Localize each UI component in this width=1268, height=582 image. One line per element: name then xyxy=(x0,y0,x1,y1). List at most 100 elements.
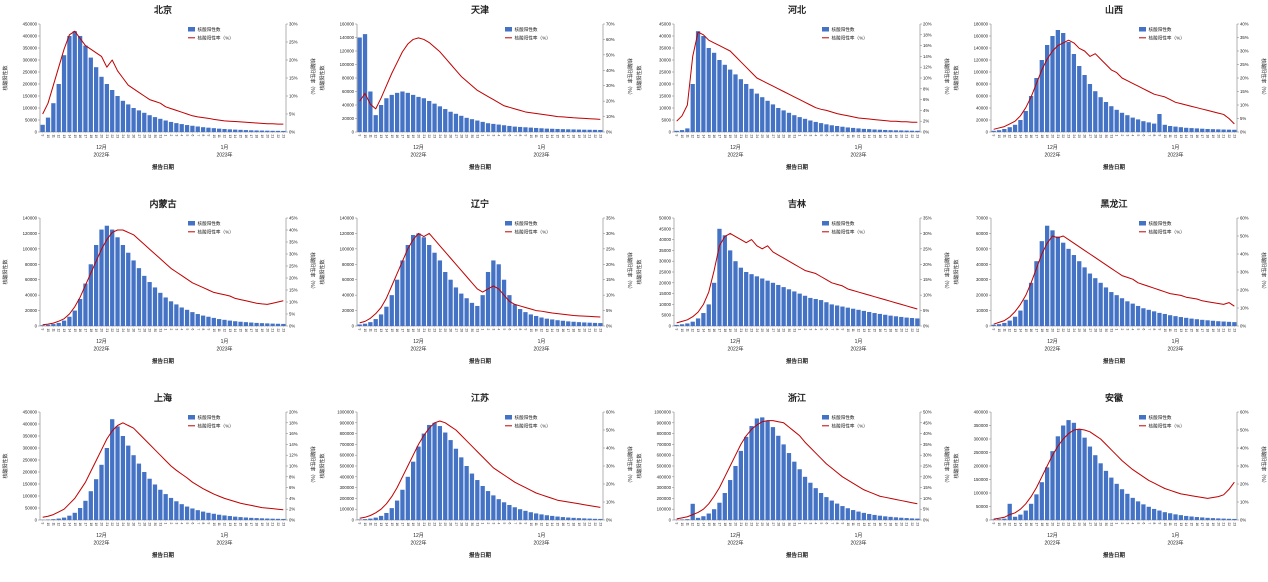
x-tick-label: 5 xyxy=(502,523,506,525)
x-tick-label: 15 xyxy=(707,329,711,333)
x-tick-label: 9 xyxy=(1157,523,1161,525)
x-tick-label: 9 xyxy=(358,135,362,137)
x-tick-label: 9 xyxy=(41,329,45,331)
left-tick-label: 60000 xyxy=(976,231,989,236)
x-tick-label: 16 xyxy=(712,135,716,139)
x-tick-label: 13 xyxy=(862,523,866,527)
year-label: 2022年 xyxy=(93,152,109,159)
left-tick-label: 1000000 xyxy=(337,410,354,415)
left-tick-label: 700000 xyxy=(657,442,672,447)
left-tick-label: 45000 xyxy=(659,226,672,231)
x-tick-label: 17 xyxy=(249,329,253,333)
left-tick-label: 50000 xyxy=(25,118,38,123)
x-tick-label: 14 xyxy=(384,329,388,333)
x-tick-label: 5 xyxy=(185,523,189,525)
x-tick-label: 15 xyxy=(707,135,711,139)
left-tick-label: 900000 xyxy=(340,420,355,425)
x-tick-label: 15 xyxy=(556,329,560,333)
x-tick-label: 9 xyxy=(675,329,679,331)
legend-bar-swatch xyxy=(505,27,512,32)
legend-line-label: 核酸阳性率（%） xyxy=(198,35,234,42)
x-tick-label: 15 xyxy=(1190,329,1194,333)
month-label: 1月 xyxy=(538,339,546,345)
right-axis-title: 核酸阳性率（%） xyxy=(626,252,633,291)
x-tick-label: 10 xyxy=(846,135,850,139)
right-axis-title: 核酸阳性率（%） xyxy=(626,58,633,97)
left-tick-label: 20000 xyxy=(659,82,672,87)
right-tick-label: 10% xyxy=(1240,103,1249,108)
x-tick-label: 11 xyxy=(534,135,538,139)
x-tick-label: 31 xyxy=(1109,135,1113,139)
x-tick-label: 20 xyxy=(265,523,269,527)
x-tick-label: 9 xyxy=(523,329,527,331)
x-tick-label: 13 xyxy=(228,523,232,527)
x-tick-label: 3 xyxy=(174,523,178,525)
x-tick-label: 12 xyxy=(374,329,378,333)
x-tick-label: 10 xyxy=(212,135,216,139)
right-tick-label: 0% xyxy=(289,324,295,329)
x-tick-label: 20 xyxy=(582,523,586,527)
x-tick-label: 29 xyxy=(148,135,152,139)
month-label: 12月 xyxy=(96,533,107,539)
x-tick-label: 14 xyxy=(550,135,554,139)
right-tick-label: 4% xyxy=(923,108,929,113)
bars-series xyxy=(357,233,603,326)
x-tick-label: 23 xyxy=(1232,523,1236,527)
x-tick-label: 20 xyxy=(1216,329,1220,333)
x-tick-label: 9 xyxy=(206,523,210,525)
x-tick-label: 8 xyxy=(201,329,205,331)
x-tick-label: 5 xyxy=(185,329,189,331)
x-tick-label: 23 xyxy=(116,329,120,333)
month-label: 12月 xyxy=(413,533,424,539)
x-tick-label: 13 xyxy=(696,329,700,333)
x-tick-label: 10 xyxy=(363,135,367,139)
x-tick-label: 16 xyxy=(878,329,882,333)
left-tick-label: 80000 xyxy=(976,82,989,87)
x-tick-label: 18 xyxy=(1206,329,1210,333)
x-tick-label: 9 xyxy=(992,523,996,525)
x-tick-label: 30 xyxy=(1104,135,1108,139)
left-tick-label: 140000 xyxy=(23,216,38,221)
chart-panel: 浙江 0 100000 200000 300000 400000 500000 600000 7… xyxy=(636,392,950,559)
x-tick-label: 11 xyxy=(51,329,55,333)
x-tick-label: 20 xyxy=(1051,329,1055,333)
x-tick-label: 9 xyxy=(675,135,679,137)
x-tick-label: 5 xyxy=(1136,329,1140,331)
x-tick-label: 4 xyxy=(497,135,501,137)
x-tick-label: 8 xyxy=(518,135,522,137)
x-tick-label: 14 xyxy=(1018,329,1022,333)
x-tick-label: 18 xyxy=(572,135,576,139)
left-tick-label: 700000 xyxy=(340,442,355,447)
right-tick-label: 60% xyxy=(1240,216,1249,221)
left-tick-label: 50000 xyxy=(976,504,989,509)
right-tick-label: 15% xyxy=(923,485,932,490)
x-tick-label: 17 xyxy=(1034,329,1038,333)
right-tick-label: 60% xyxy=(1240,410,1249,415)
x-tick-label: 9 xyxy=(992,135,996,137)
chart-panel: 辽宁 0 20000 40000 60000 80000 100000 120000 14000… xyxy=(319,198,633,365)
left-tick-label: 100000 xyxy=(340,62,355,67)
x-tick-label: 7 xyxy=(513,523,517,525)
x-tick-label: 10 xyxy=(212,523,216,527)
x-tick-label: 26 xyxy=(766,329,770,333)
x-tick-label: 27 xyxy=(771,523,775,527)
x-tick-label: 30 xyxy=(787,523,791,527)
x-tick-label: 22 xyxy=(593,329,597,333)
left-tick-label: 800000 xyxy=(340,431,355,436)
chart-panel: 河北 0 5000 10000 15000 20000 25000 30000 35000 400… xyxy=(636,4,950,171)
x-tick-label: 11 xyxy=(534,523,538,527)
x-tick-label: 23 xyxy=(281,135,285,139)
year-label: 2023年 xyxy=(216,152,232,159)
legend-bar-label: 核酸阳性数 xyxy=(832,414,855,421)
x-tick-label: 3 xyxy=(174,329,178,331)
x-tick-label: 8 xyxy=(518,523,522,525)
x-tick-label: 8 xyxy=(201,135,205,137)
x-tick-label: 17 xyxy=(566,329,570,333)
chart-cell: 浙江 0 100000 200000 300000 400000 500000 600000 7… xyxy=(634,388,951,582)
left-tick-label: 50000 xyxy=(25,506,38,511)
x-tick-label: 6 xyxy=(824,523,828,525)
left-tick-label: 120000 xyxy=(974,58,989,63)
x-tick-label: 11 xyxy=(368,135,372,139)
x-tick-label: 25 xyxy=(760,329,764,333)
